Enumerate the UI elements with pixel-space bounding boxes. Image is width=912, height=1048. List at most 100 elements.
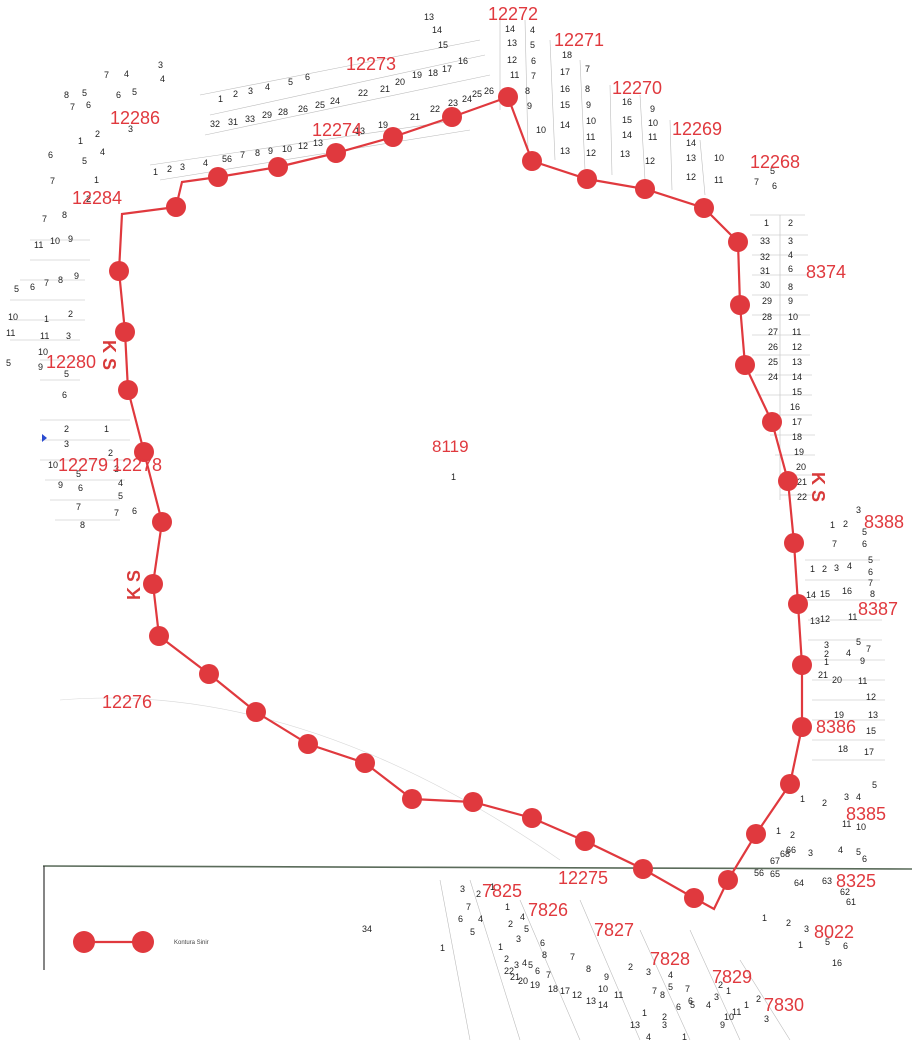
svg-text:6: 6 xyxy=(688,996,693,1006)
svg-text:19: 19 xyxy=(794,447,804,457)
svg-text:2: 2 xyxy=(843,519,848,529)
svg-text:18: 18 xyxy=(548,984,558,994)
svg-text:2: 2 xyxy=(756,994,761,1004)
svg-text:4: 4 xyxy=(522,958,527,968)
svg-text:20: 20 xyxy=(832,675,842,685)
svg-text:2: 2 xyxy=(476,889,481,899)
svg-text:1: 1 xyxy=(94,175,99,185)
svg-text:29: 29 xyxy=(762,296,772,306)
svg-text:26: 26 xyxy=(484,86,494,96)
svg-text:28: 28 xyxy=(278,107,288,117)
central-parcel-number: 8119 xyxy=(432,437,469,456)
svg-text:2: 2 xyxy=(824,649,829,659)
svg-text:17: 17 xyxy=(792,417,802,427)
svg-text:21: 21 xyxy=(818,670,828,680)
legend-label: Kontura Sinir xyxy=(174,940,209,946)
svg-text:1: 1 xyxy=(498,942,503,952)
svg-text:29: 29 xyxy=(262,110,272,120)
svg-text:20: 20 xyxy=(796,462,806,472)
svg-text:3: 3 xyxy=(248,86,253,96)
svg-text:2: 2 xyxy=(790,830,795,840)
svg-text:6: 6 xyxy=(676,1002,681,1012)
svg-text:6: 6 xyxy=(772,181,777,191)
svg-text:8: 8 xyxy=(62,210,67,220)
svg-text:1: 1 xyxy=(682,1032,687,1042)
svg-text:7: 7 xyxy=(832,539,837,549)
svg-text:14: 14 xyxy=(505,24,515,34)
svg-text:6: 6 xyxy=(78,483,83,493)
svg-text:1: 1 xyxy=(830,520,835,530)
svg-text:9: 9 xyxy=(788,296,793,306)
svg-text:3: 3 xyxy=(834,563,839,573)
svg-text:16: 16 xyxy=(560,84,570,94)
svg-text:17: 17 xyxy=(442,64,452,74)
svg-text:21: 21 xyxy=(510,972,520,982)
svg-text:11: 11 xyxy=(586,132,595,142)
svg-text:10: 10 xyxy=(282,144,292,154)
svg-text:7: 7 xyxy=(104,70,109,80)
svg-text:10: 10 xyxy=(724,1012,734,1022)
svg-text:13: 13 xyxy=(586,996,596,1006)
legend-marker-icon xyxy=(73,931,95,953)
svg-text:12: 12 xyxy=(686,172,696,182)
svg-text:1: 1 xyxy=(218,94,223,104)
svg-text:9: 9 xyxy=(38,362,43,372)
svg-text:2: 2 xyxy=(68,309,73,319)
svg-text:15: 15 xyxy=(866,726,876,736)
svg-text:3: 3 xyxy=(114,464,119,474)
svg-text:5: 5 xyxy=(132,87,137,97)
svg-text:12: 12 xyxy=(298,141,308,151)
svg-text:13: 13 xyxy=(630,1020,640,1030)
svg-text:19: 19 xyxy=(530,980,540,990)
svg-text:23: 23 xyxy=(448,98,458,108)
svg-text:18: 18 xyxy=(562,50,572,60)
svg-text:2: 2 xyxy=(86,194,91,204)
svg-text:8: 8 xyxy=(585,84,590,94)
svg-text:7: 7 xyxy=(42,214,47,224)
svg-text:16: 16 xyxy=(842,586,852,596)
svg-text:1: 1 xyxy=(153,167,158,177)
svg-text:3: 3 xyxy=(824,640,829,650)
svg-text:1: 1 xyxy=(44,314,49,324)
block-label: 12268 xyxy=(750,152,800,172)
svg-text:5: 5 xyxy=(868,555,873,565)
svg-text:11: 11 xyxy=(510,70,519,80)
svg-text:4: 4 xyxy=(530,25,535,35)
block-label: 7828 xyxy=(650,949,690,969)
svg-text:1: 1 xyxy=(824,657,829,667)
svg-text:8: 8 xyxy=(525,86,530,96)
svg-text:5: 5 xyxy=(668,982,673,992)
block-label: 12272 xyxy=(488,4,538,24)
svg-text:7: 7 xyxy=(866,644,871,654)
block-label: 12269 xyxy=(672,119,722,139)
svg-text:3: 3 xyxy=(180,162,185,172)
svg-text:20: 20 xyxy=(518,976,528,986)
svg-text:17: 17 xyxy=(560,67,570,77)
svg-text:4: 4 xyxy=(124,69,129,79)
svg-text:6: 6 xyxy=(788,264,793,274)
svg-text:7: 7 xyxy=(76,502,81,512)
block-label: 7829 xyxy=(712,967,752,987)
svg-text:4: 4 xyxy=(265,82,270,92)
svg-text:16: 16 xyxy=(832,958,842,968)
svg-text:3: 3 xyxy=(514,960,519,970)
svg-text:5: 5 xyxy=(82,156,87,166)
svg-text:27: 27 xyxy=(768,327,778,337)
svg-text:1: 1 xyxy=(762,913,767,923)
svg-text:5: 5 xyxy=(872,780,877,790)
block-label: 12278 xyxy=(112,455,162,475)
svg-text:2: 2 xyxy=(64,424,69,434)
block-label: 8387 xyxy=(858,599,898,619)
svg-text:3: 3 xyxy=(662,1020,667,1030)
svg-text:4: 4 xyxy=(838,845,843,855)
svg-text:18: 18 xyxy=(838,744,848,754)
svg-text:31: 31 xyxy=(228,117,238,127)
svg-text:2: 2 xyxy=(233,89,238,99)
svg-text:15: 15 xyxy=(820,589,830,599)
svg-text:9: 9 xyxy=(860,656,865,666)
svg-text:2: 2 xyxy=(786,918,791,928)
svg-text:6: 6 xyxy=(862,539,867,549)
svg-text:11: 11 xyxy=(614,990,623,1000)
grid-line xyxy=(42,865,912,870)
svg-text:8: 8 xyxy=(58,275,63,285)
